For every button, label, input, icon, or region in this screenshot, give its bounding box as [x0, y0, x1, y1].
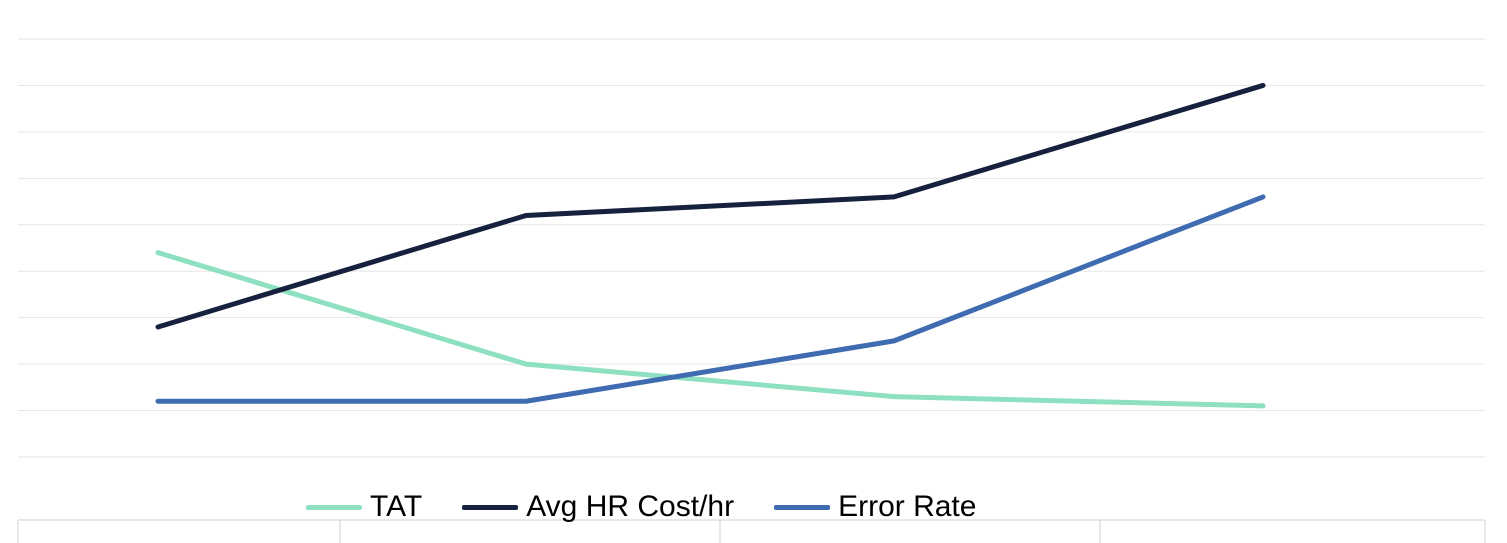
legend-label-tat: TAT: [370, 490, 422, 524]
legend-label-error_rate: Error Rate: [838, 490, 976, 524]
legend-item-avg_hr_cost: Avg HR Cost/hr: [462, 490, 734, 524]
legend-label-avg_hr_cost: Avg HR Cost/hr: [526, 490, 734, 524]
line-chart: [0, 0, 1507, 543]
legend-item-error_rate: Error Rate: [774, 490, 976, 524]
legend-swatch-tat: [306, 505, 362, 510]
legend-item-tat: TAT: [306, 490, 422, 524]
chart-legend: TAT Avg HR Cost/hr Error Rate: [306, 490, 976, 524]
legend-swatch-error_rate: [774, 505, 830, 510]
legend-swatch-avg_hr_cost: [462, 505, 518, 510]
